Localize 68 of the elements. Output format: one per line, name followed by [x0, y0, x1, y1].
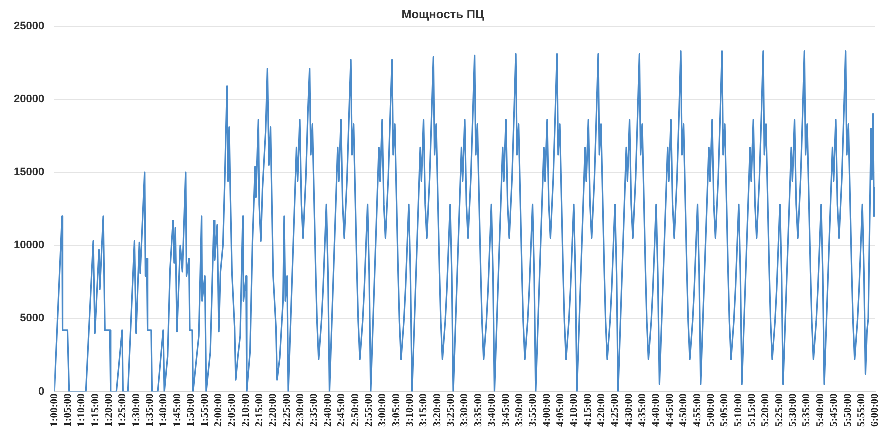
- x-tick-label: 4:30:00: [624, 394, 635, 428]
- x-tick-label: 5:05:00: [720, 394, 731, 428]
- x-tick-label: 5:45:00: [829, 394, 840, 428]
- x-tick-label: 3:15:00: [418, 394, 430, 428]
- x-tick-label: 1:10:00: [76, 394, 88, 428]
- x-tick-label: 4:45:00: [664, 394, 676, 428]
- x-tick-label: 4:25:00: [610, 394, 622, 428]
- x-tick-label: 1:55:00: [200, 394, 211, 428]
- x-tick-label: 4:55:00: [692, 394, 704, 428]
- x-tick-label: 5:10:00: [733, 394, 744, 428]
- x-tick-label: 1:40:00: [158, 394, 170, 428]
- x-tick-label: 2:05:00: [227, 394, 238, 428]
- x-tick-label: 1:00:00: [49, 394, 60, 428]
- x-tick-label: 2:50:00: [350, 394, 362, 428]
- x-tick-label: 4:35:00: [638, 394, 649, 428]
- x-tick-label: 5:35:00: [802, 394, 813, 428]
- x-tick-label: 2:30:00: [296, 394, 307, 428]
- y-tick-label: 10000: [14, 240, 45, 252]
- x-tick-label: 1:20:00: [104, 394, 116, 428]
- x-tick-label: 6:00:00: [870, 394, 882, 428]
- x-tick-label: 2:45:00: [336, 394, 348, 428]
- x-tick-label: 3:30:00: [460, 394, 471, 428]
- x-tick-label: 4:20:00: [596, 394, 608, 428]
- x-tick-label: 4:10:00: [569, 394, 580, 428]
- y-tick-label: 20000: [14, 94, 45, 106]
- x-tick-label: 3:10:00: [404, 394, 416, 428]
- y-tick-label: 5000: [20, 312, 45, 325]
- x-tick-label: 3:50:00: [514, 394, 526, 428]
- y-tick-label: 25000: [14, 20, 45, 32]
- x-tick-label: 2:55:00: [364, 394, 375, 428]
- x-tick-label: 5:40:00: [815, 394, 826, 428]
- x-tick-label: 2:00:00: [213, 394, 224, 428]
- x-tick-label: 2:10:00: [240, 394, 252, 428]
- x-tick-label: 5:25:00: [774, 394, 786, 428]
- x-tick-label: 2:40:00: [322, 394, 334, 428]
- chart-title: Мощность ПЦ: [402, 8, 484, 22]
- x-tick-label: 1:05:00: [62, 394, 74, 428]
- x-tick-label: 1:50:00: [186, 394, 198, 428]
- x-tick-label: 4:00:00: [542, 394, 553, 428]
- x-tick-label: 3:05:00: [391, 394, 402, 428]
- x-tick-label: 3:20:00: [432, 394, 444, 428]
- y-tick-label: 15000: [14, 166, 45, 179]
- x-tick-label: 3:00:00: [378, 394, 389, 428]
- x-tick-label: 4:15:00: [582, 394, 594, 428]
- x-tick-label: 5:15:00: [746, 394, 758, 428]
- x-tick-label: 4:50:00: [678, 394, 690, 428]
- x-tick-label: 5:20:00: [760, 394, 772, 428]
- x-tick-label: 3:35:00: [473, 394, 484, 428]
- x-tick-label: 1:35:00: [145, 394, 156, 428]
- x-tick-label: 3:45:00: [500, 394, 512, 428]
- x-tick-label: 1:15:00: [90, 394, 102, 428]
- x-tick-label: 1:25:00: [118, 394, 129, 428]
- x-tick-label: 5:00:00: [706, 394, 717, 428]
- x-tick-label: 2:15:00: [254, 394, 266, 428]
- x-tick-label: 1:45:00: [172, 394, 184, 428]
- x-tick-label: 4:05:00: [555, 394, 566, 428]
- x-tick-label: 2:35:00: [309, 394, 320, 428]
- x-tick-label: 2:20:00: [268, 394, 280, 428]
- x-tick-label: 5:50:00: [842, 394, 854, 428]
- x-tick-label: 3:55:00: [528, 394, 540, 428]
- x-tick-label: 1:30:00: [131, 394, 142, 428]
- x-tick-label: 3:40:00: [487, 394, 498, 428]
- x-tick-label: 3:25:00: [446, 394, 458, 428]
- x-tick-label: 2:25:00: [282, 394, 293, 428]
- x-tick-label: 5:30:00: [788, 394, 800, 428]
- x-tick-label: 5:55:00: [856, 394, 868, 428]
- y-tick-label: 0: [38, 386, 45, 398]
- x-tick-label: 4:40:00: [651, 394, 662, 428]
